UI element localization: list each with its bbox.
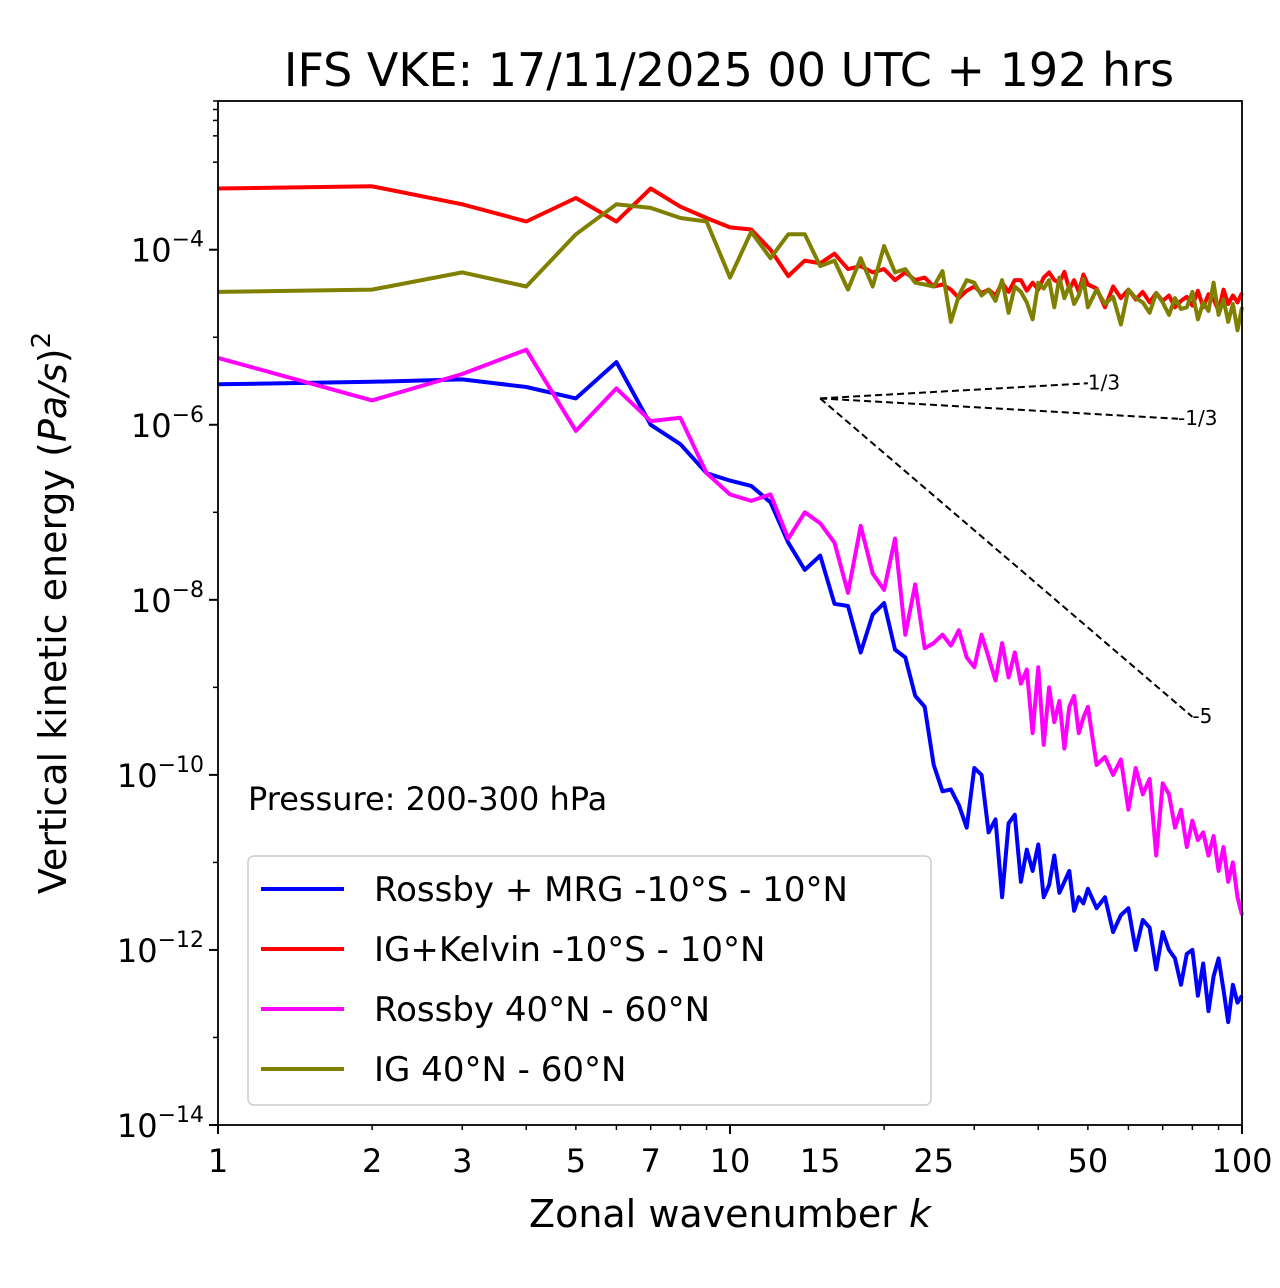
y-tick-label: 10−10 — [117, 753, 204, 795]
chart-title: IFS VKE: 17/11/2025 00 UTC + 192 hrs — [284, 43, 1174, 97]
y-tick-base: 10 — [131, 582, 172, 620]
x-tick-label: 2 — [362, 1142, 382, 1180]
legend-label-3: IG 40°N - 60°N — [374, 1050, 626, 1090]
legend-label-0: Rossby + MRG -10°S - 10°N — [374, 870, 848, 910]
reference-slopes: 1/3 -1/3 -5 — [819, 370, 1217, 728]
x-axis-title-variable: k — [909, 1192, 933, 1236]
slope-label-1: -1/3 — [1178, 406, 1217, 430]
y-tick-exponent: −12 — [158, 928, 204, 953]
y-tick-exponent: −8 — [172, 578, 204, 603]
series-line-0 — [217, 360, 1244, 1025]
y-axis-title-text: Vertical kinetic energy ( — [31, 442, 75, 894]
slope-line-0 — [820, 382, 1088, 400]
y-tick-exponent: −10 — [158, 753, 204, 778]
legend-label-1: IG+Kelvin -10°S - 10°N — [374, 930, 765, 970]
x-axis-ticks: 1 2 3 5 7 10 15 25 50 100 — [208, 1125, 1273, 1180]
x-tick-label: 15 — [800, 1142, 841, 1180]
y-tick-base: 10 — [117, 932, 158, 970]
series-layer — [217, 184, 1244, 1025]
y-axis-title-exponent: 2 — [27, 332, 57, 349]
pressure-annotation: Pressure: 200-300 hPa — [248, 780, 607, 818]
y-axis-title-variable: Pa/s — [31, 363, 75, 442]
y-tick-base: 10 — [117, 1107, 158, 1145]
x-tick-label: 10 — [710, 1142, 751, 1180]
y-tick-exponent: −4 — [172, 228, 204, 253]
y-tick-exponent: −6 — [172, 403, 204, 428]
legend-label-2: Rossby 40°N - 60°N — [374, 990, 710, 1030]
x-tick-label: 50 — [1068, 1142, 1109, 1180]
series-line-2 — [217, 347, 1244, 916]
slope-line-2 — [819, 397, 1194, 718]
legend-frame — [247, 855, 932, 1106]
x-tick-label: 5 — [566, 1142, 586, 1180]
y-tick-label: 10−6 — [131, 403, 204, 445]
x-tick-label: 1 — [208, 1142, 228, 1180]
y-tick-base: 10 — [131, 232, 172, 270]
y-tick-label: 10−12 — [117, 928, 204, 970]
y-tick-base: 10 — [117, 757, 158, 795]
x-axis-title-text: Zonal wavenumber — [529, 1192, 909, 1236]
slope-label-2: -5 — [1192, 704, 1212, 728]
x-tick-label: 3 — [452, 1142, 472, 1180]
x-tick-label: 100 — [1211, 1142, 1272, 1180]
series-line-3 — [217, 202, 1244, 333]
y-tick-base: 10 — [131, 407, 172, 445]
x-tick-label: 25 — [913, 1142, 954, 1180]
legend: Rossby + MRG -10°S - 10°N IG+Kelvin -10°S… — [247, 855, 932, 1106]
slope-line-1 — [820, 397, 1179, 420]
x-axis-title: Zonal wavenumber k — [529, 1192, 933, 1236]
x-tick-label: 7 — [641, 1142, 661, 1180]
y-tick-label: 10−8 — [131, 578, 204, 620]
y-tick-label: 10−14 — [117, 1103, 204, 1145]
y-axis-title: Vertical kinetic energy (Pa/s)2 — [27, 332, 75, 894]
legend-items: Rossby + MRG -10°S - 10°N IG+Kelvin -10°S… — [261, 870, 848, 1090]
y-axis-title-close: ) — [31, 348, 75, 363]
y-tick-exponent: −14 — [158, 1103, 204, 1128]
slope-label-0: 1/3 — [1088, 370, 1120, 394]
y-tick-label: 10−4 — [131, 228, 204, 270]
